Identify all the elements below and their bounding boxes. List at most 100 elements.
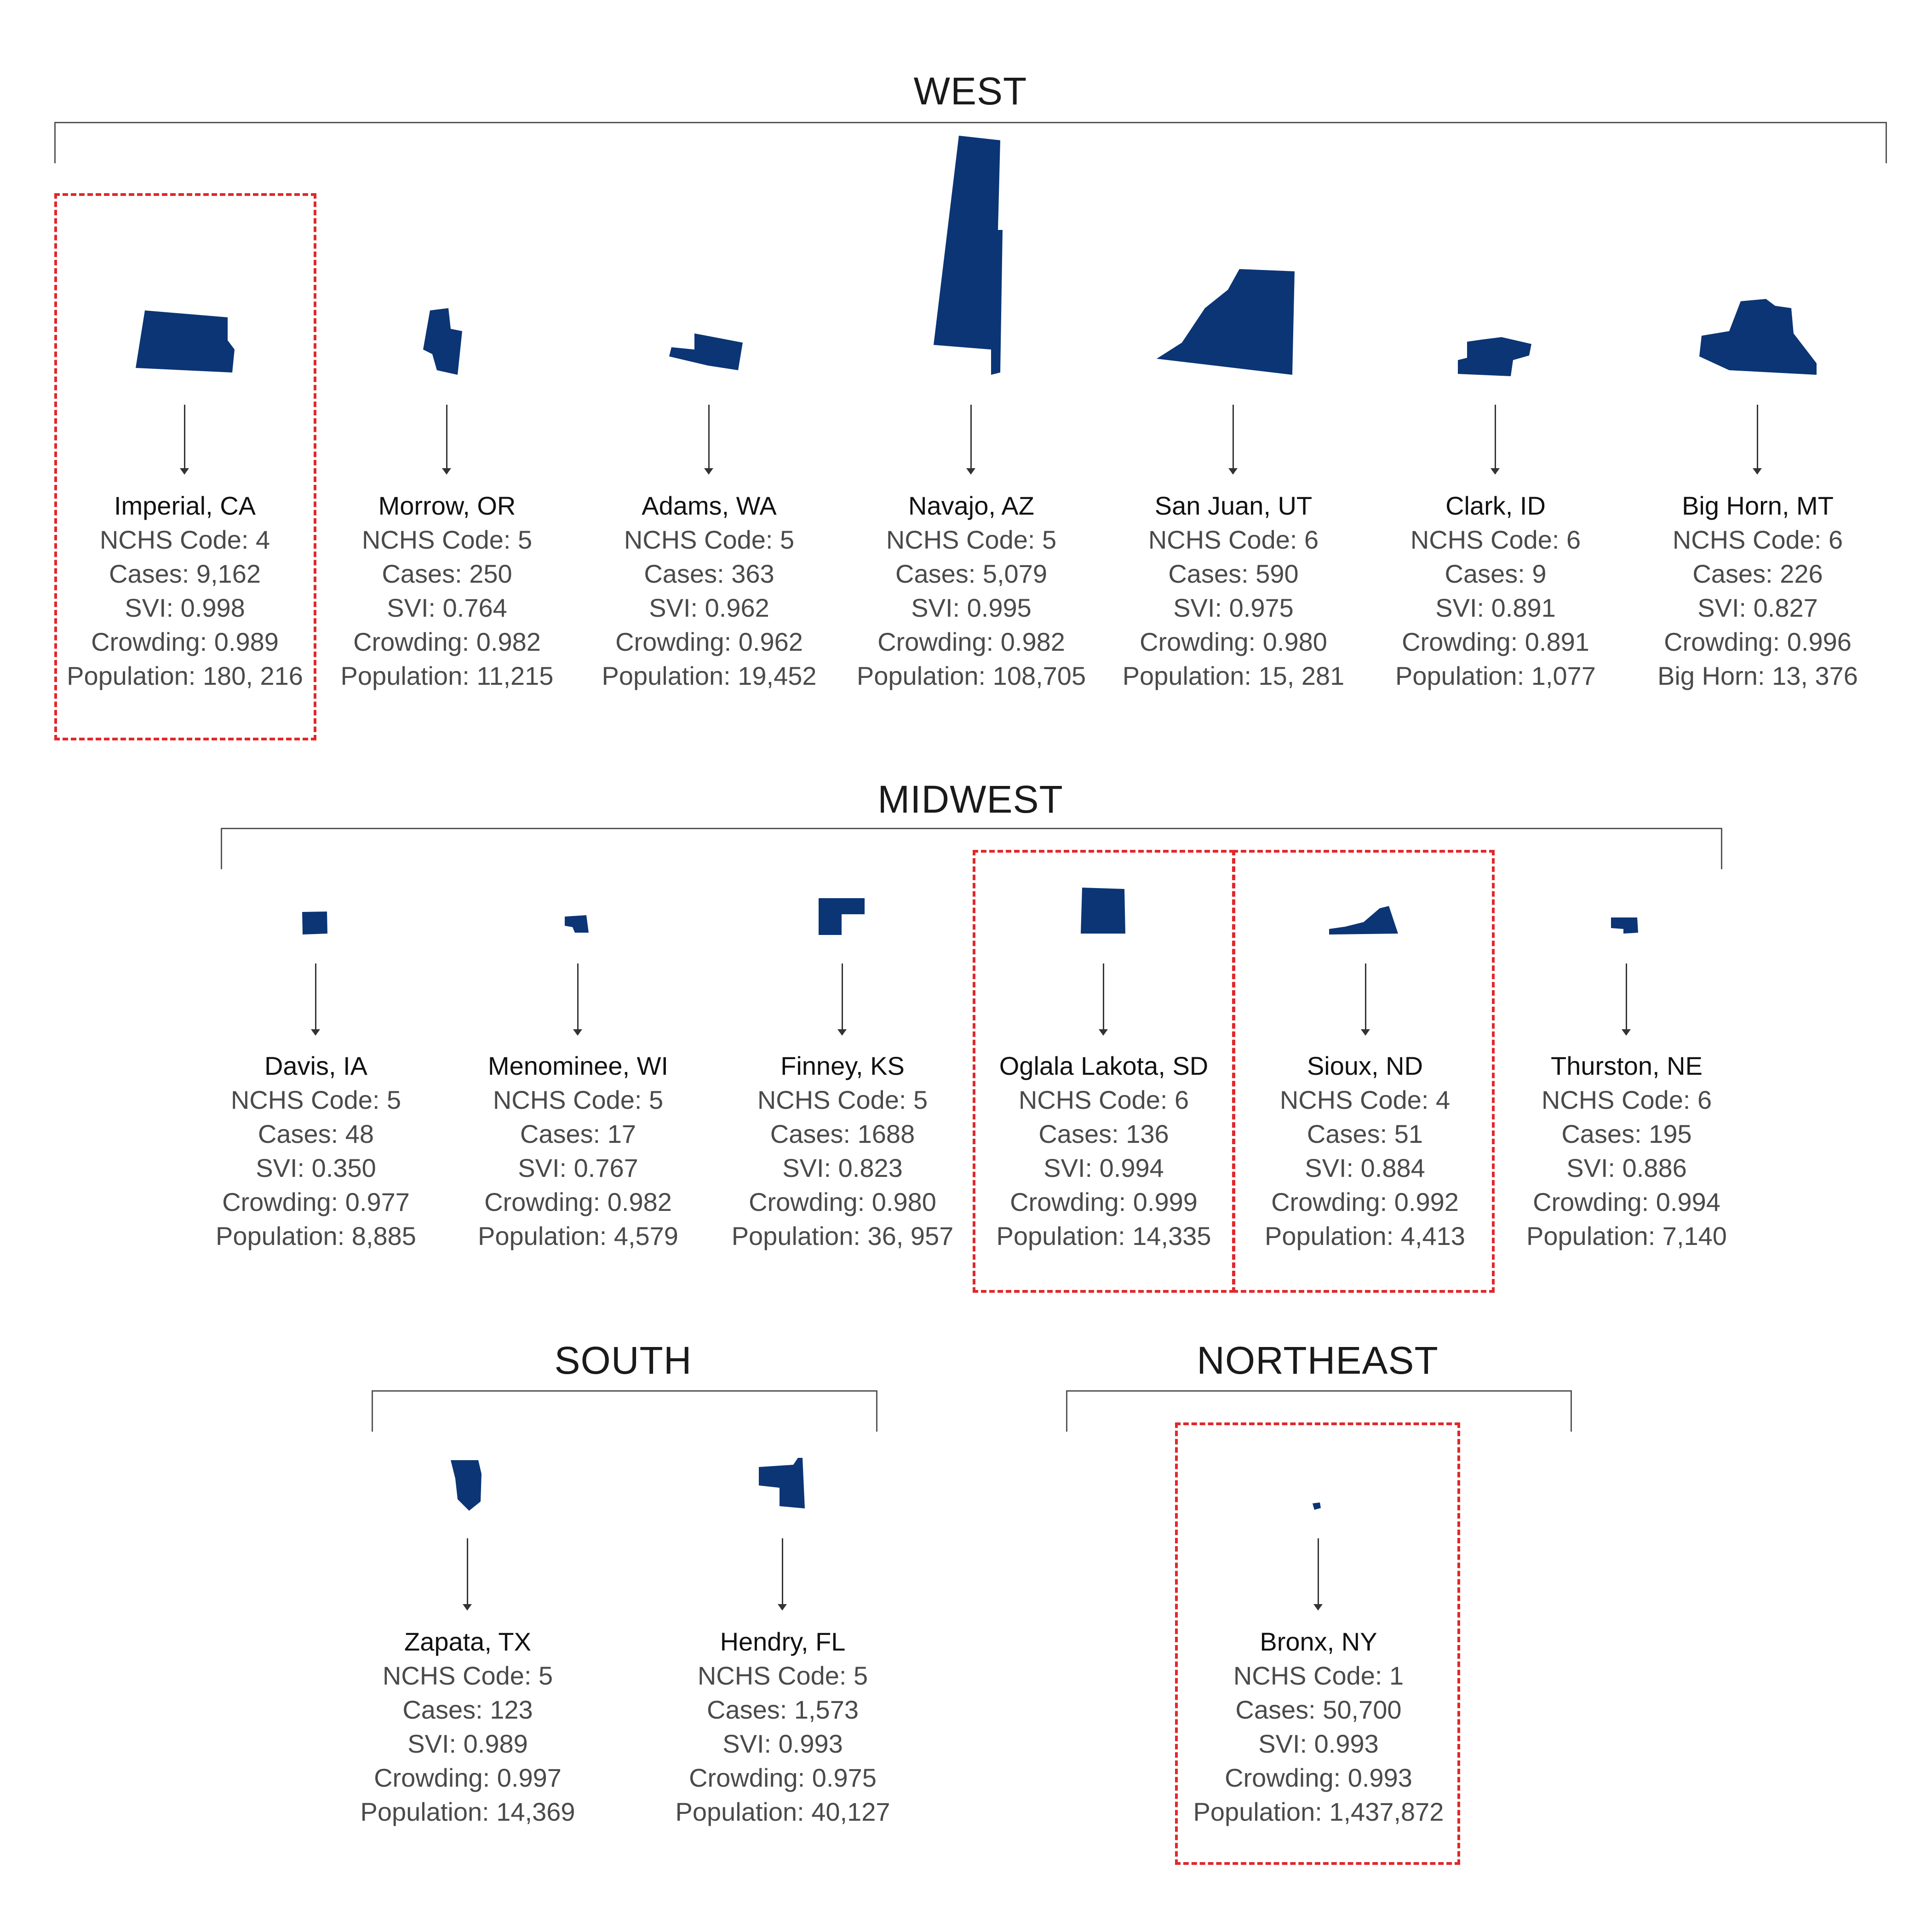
cases: Cases: 50,700 bbox=[1235, 1695, 1402, 1724]
svi: SVI: 0.350 bbox=[256, 1153, 376, 1182]
svi: SVI: 0.962 bbox=[649, 593, 769, 622]
cases: Cases: 1,573 bbox=[707, 1695, 859, 1724]
svi: SVI: 0.989 bbox=[407, 1729, 528, 1758]
county-shape-zapata bbox=[451, 1460, 482, 1511]
arrow-navajo bbox=[966, 405, 975, 475]
cases: Cases: 17 bbox=[520, 1119, 636, 1148]
county-card-finney: Finney, KS NCHS Code: 5 Cases: 1688 SVI:… bbox=[714, 1049, 971, 1253]
county-shape-clark bbox=[1458, 337, 1531, 376]
county-card-hendry: Hendry, FL NCHS Code: 5 Cases: 1,573 SVI… bbox=[654, 1625, 912, 1829]
county-card-davis: Davis, IA NCHS Code: 5 Cases: 48 SVI: 0.… bbox=[187, 1049, 445, 1253]
crowding: Crowding: 0.996 bbox=[1664, 627, 1852, 656]
crowding: Crowding: 0.982 bbox=[353, 627, 541, 656]
arrow-zapata bbox=[463, 1538, 472, 1611]
county-shape-navajo bbox=[934, 136, 1003, 375]
county-card-thurston: Thurston, NE NCHS Code: 6 Cases: 195 SVI… bbox=[1498, 1049, 1755, 1253]
population: Population: 108,705 bbox=[856, 661, 1086, 690]
county-card-big-horn: Big Horn, MT NCHS Code: 6 Cases: 226 SVI… bbox=[1629, 489, 1886, 693]
county-shape-imperial bbox=[136, 310, 235, 373]
svi: SVI: 0.891 bbox=[1435, 593, 1556, 622]
county-shape-davis bbox=[302, 912, 327, 934]
county-name: Hendry, FL bbox=[720, 1627, 846, 1656]
cases: Cases: 363 bbox=[644, 559, 774, 588]
nchs-code: NCHS Code: 6 bbox=[1018, 1085, 1189, 1114]
nchs-code: NCHS Code: 1 bbox=[1233, 1661, 1404, 1690]
arrow-hendry bbox=[778, 1538, 787, 1611]
cases: Cases: 136 bbox=[1038, 1119, 1169, 1148]
county-shape-hendry bbox=[759, 1458, 805, 1508]
nchs-code: NCHS Code: 4 bbox=[99, 525, 270, 554]
svi: SVI: 0.884 bbox=[1305, 1153, 1425, 1182]
nchs-code: NCHS Code: 5 bbox=[624, 525, 795, 554]
crowding: Crowding: 0.980 bbox=[1140, 627, 1327, 656]
cases: Cases: 9,162 bbox=[109, 559, 261, 588]
region-title-west: WEST bbox=[913, 69, 1027, 113]
svi: SVI: 0.764 bbox=[387, 593, 507, 622]
cases: Cases: 51 bbox=[1307, 1119, 1423, 1148]
svi: SVI: 0.827 bbox=[1697, 593, 1818, 622]
population: Population: 11,215 bbox=[340, 661, 554, 690]
region-title-northeast: NORTHEAST bbox=[1197, 1339, 1439, 1382]
nchs-code: NCHS Code: 4 bbox=[1279, 1085, 1450, 1114]
cases: Cases: 195 bbox=[1561, 1119, 1692, 1148]
county-name: San Juan, UT bbox=[1154, 491, 1313, 520]
county-shape-menominee bbox=[565, 915, 589, 933]
cases: Cases: 250 bbox=[382, 559, 512, 588]
county-name: Clark, ID bbox=[1445, 491, 1546, 520]
county-card-morrow: Morrow, OR NCHS Code: 5 Cases: 250 SVI: … bbox=[318, 489, 576, 693]
arrow-thurston bbox=[1622, 963, 1631, 1036]
svi: SVI: 0.823 bbox=[782, 1153, 903, 1182]
county-shape-oglala-lakota bbox=[1081, 888, 1125, 934]
cases: Cases: 5,079 bbox=[895, 559, 1047, 588]
population: Population: 19,452 bbox=[602, 661, 817, 690]
cases: Cases: 9 bbox=[1445, 559, 1547, 588]
arrow-davis bbox=[311, 963, 320, 1036]
county-shape-big-horn bbox=[1699, 299, 1817, 375]
nchs-code: NCHS Code: 5 bbox=[230, 1085, 401, 1114]
county-card-san-juan: San Juan, UT NCHS Code: 6 Cases: 590 SVI… bbox=[1105, 489, 1362, 693]
county-shape-finney bbox=[819, 898, 865, 935]
arrow-menominee bbox=[573, 963, 582, 1036]
crowding: Crowding: 0.989 bbox=[91, 627, 279, 656]
highlight-box-imperial bbox=[54, 193, 316, 740]
cases: Cases: 48 bbox=[258, 1119, 374, 1148]
county-card-oglala-lakota: Oglala Lakota, SD NCHS Code: 6 Cases: 13… bbox=[975, 1049, 1233, 1253]
crowding: Crowding: 0.975 bbox=[689, 1763, 877, 1792]
nchs-code: NCHS Code: 5 bbox=[382, 1661, 553, 1690]
nchs-code: NCHS Code: 6 bbox=[1672, 525, 1843, 554]
population: Population: 4,413 bbox=[1265, 1221, 1465, 1250]
county-name: Bronx, NY bbox=[1260, 1627, 1377, 1656]
nchs-code: NCHS Code: 5 bbox=[493, 1085, 664, 1114]
nchs-code: NCHS Code: 5 bbox=[757, 1085, 928, 1114]
population: Population: 40,127 bbox=[675, 1797, 890, 1826]
nchs-code: NCHS Code: 6 bbox=[1541, 1085, 1712, 1114]
svi: SVI: 0.994 bbox=[1043, 1153, 1164, 1182]
region-title-south: SOUTH bbox=[554, 1339, 692, 1382]
arrow-imperial bbox=[180, 405, 189, 475]
population: Big Horn: 13, 376 bbox=[1657, 661, 1858, 690]
region-bracket-south bbox=[372, 1390, 877, 1432]
crowding: Crowding: 0.992 bbox=[1271, 1187, 1459, 1216]
population: Population: 14,369 bbox=[360, 1797, 575, 1826]
county-card-menominee: Menominee, WI NCHS Code: 5 Cases: 17 SVI… bbox=[449, 1049, 707, 1253]
county-name: Davis, IA bbox=[264, 1051, 368, 1080]
county-shape-sioux bbox=[1329, 906, 1398, 934]
svi: SVI: 0.886 bbox=[1566, 1153, 1687, 1182]
county-name: Adams, WA bbox=[642, 491, 777, 520]
county-name: Big Horn, MT bbox=[1682, 491, 1834, 520]
cases: Cases: 1688 bbox=[770, 1119, 915, 1148]
population: Population: 1,437,872 bbox=[1193, 1797, 1444, 1826]
county-name: Imperial, CA bbox=[114, 491, 256, 520]
nchs-code: NCHS Code: 5 bbox=[886, 525, 1057, 554]
nchs-code: NCHS Code: 5 bbox=[361, 525, 533, 554]
population: Population: 180, 216 bbox=[67, 661, 303, 690]
crowding: Crowding: 0.993 bbox=[1225, 1763, 1412, 1792]
county-name: Menominee, WI bbox=[487, 1051, 669, 1080]
county-shape-morrow bbox=[423, 308, 462, 375]
county-shape-san-juan bbox=[1157, 269, 1295, 375]
arrow-sioux bbox=[1361, 963, 1370, 1036]
county-card-bronx: Bronx, NY NCHS Code: 1 Cases: 50,700 SVI… bbox=[1190, 1625, 1447, 1829]
population: Population: 4,579 bbox=[478, 1221, 678, 1250]
nchs-code: NCHS Code: 6 bbox=[1410, 525, 1581, 554]
county-card-sioux: Sioux, ND NCHS Code: 4 Cases: 51 SVI: 0.… bbox=[1236, 1049, 1494, 1253]
